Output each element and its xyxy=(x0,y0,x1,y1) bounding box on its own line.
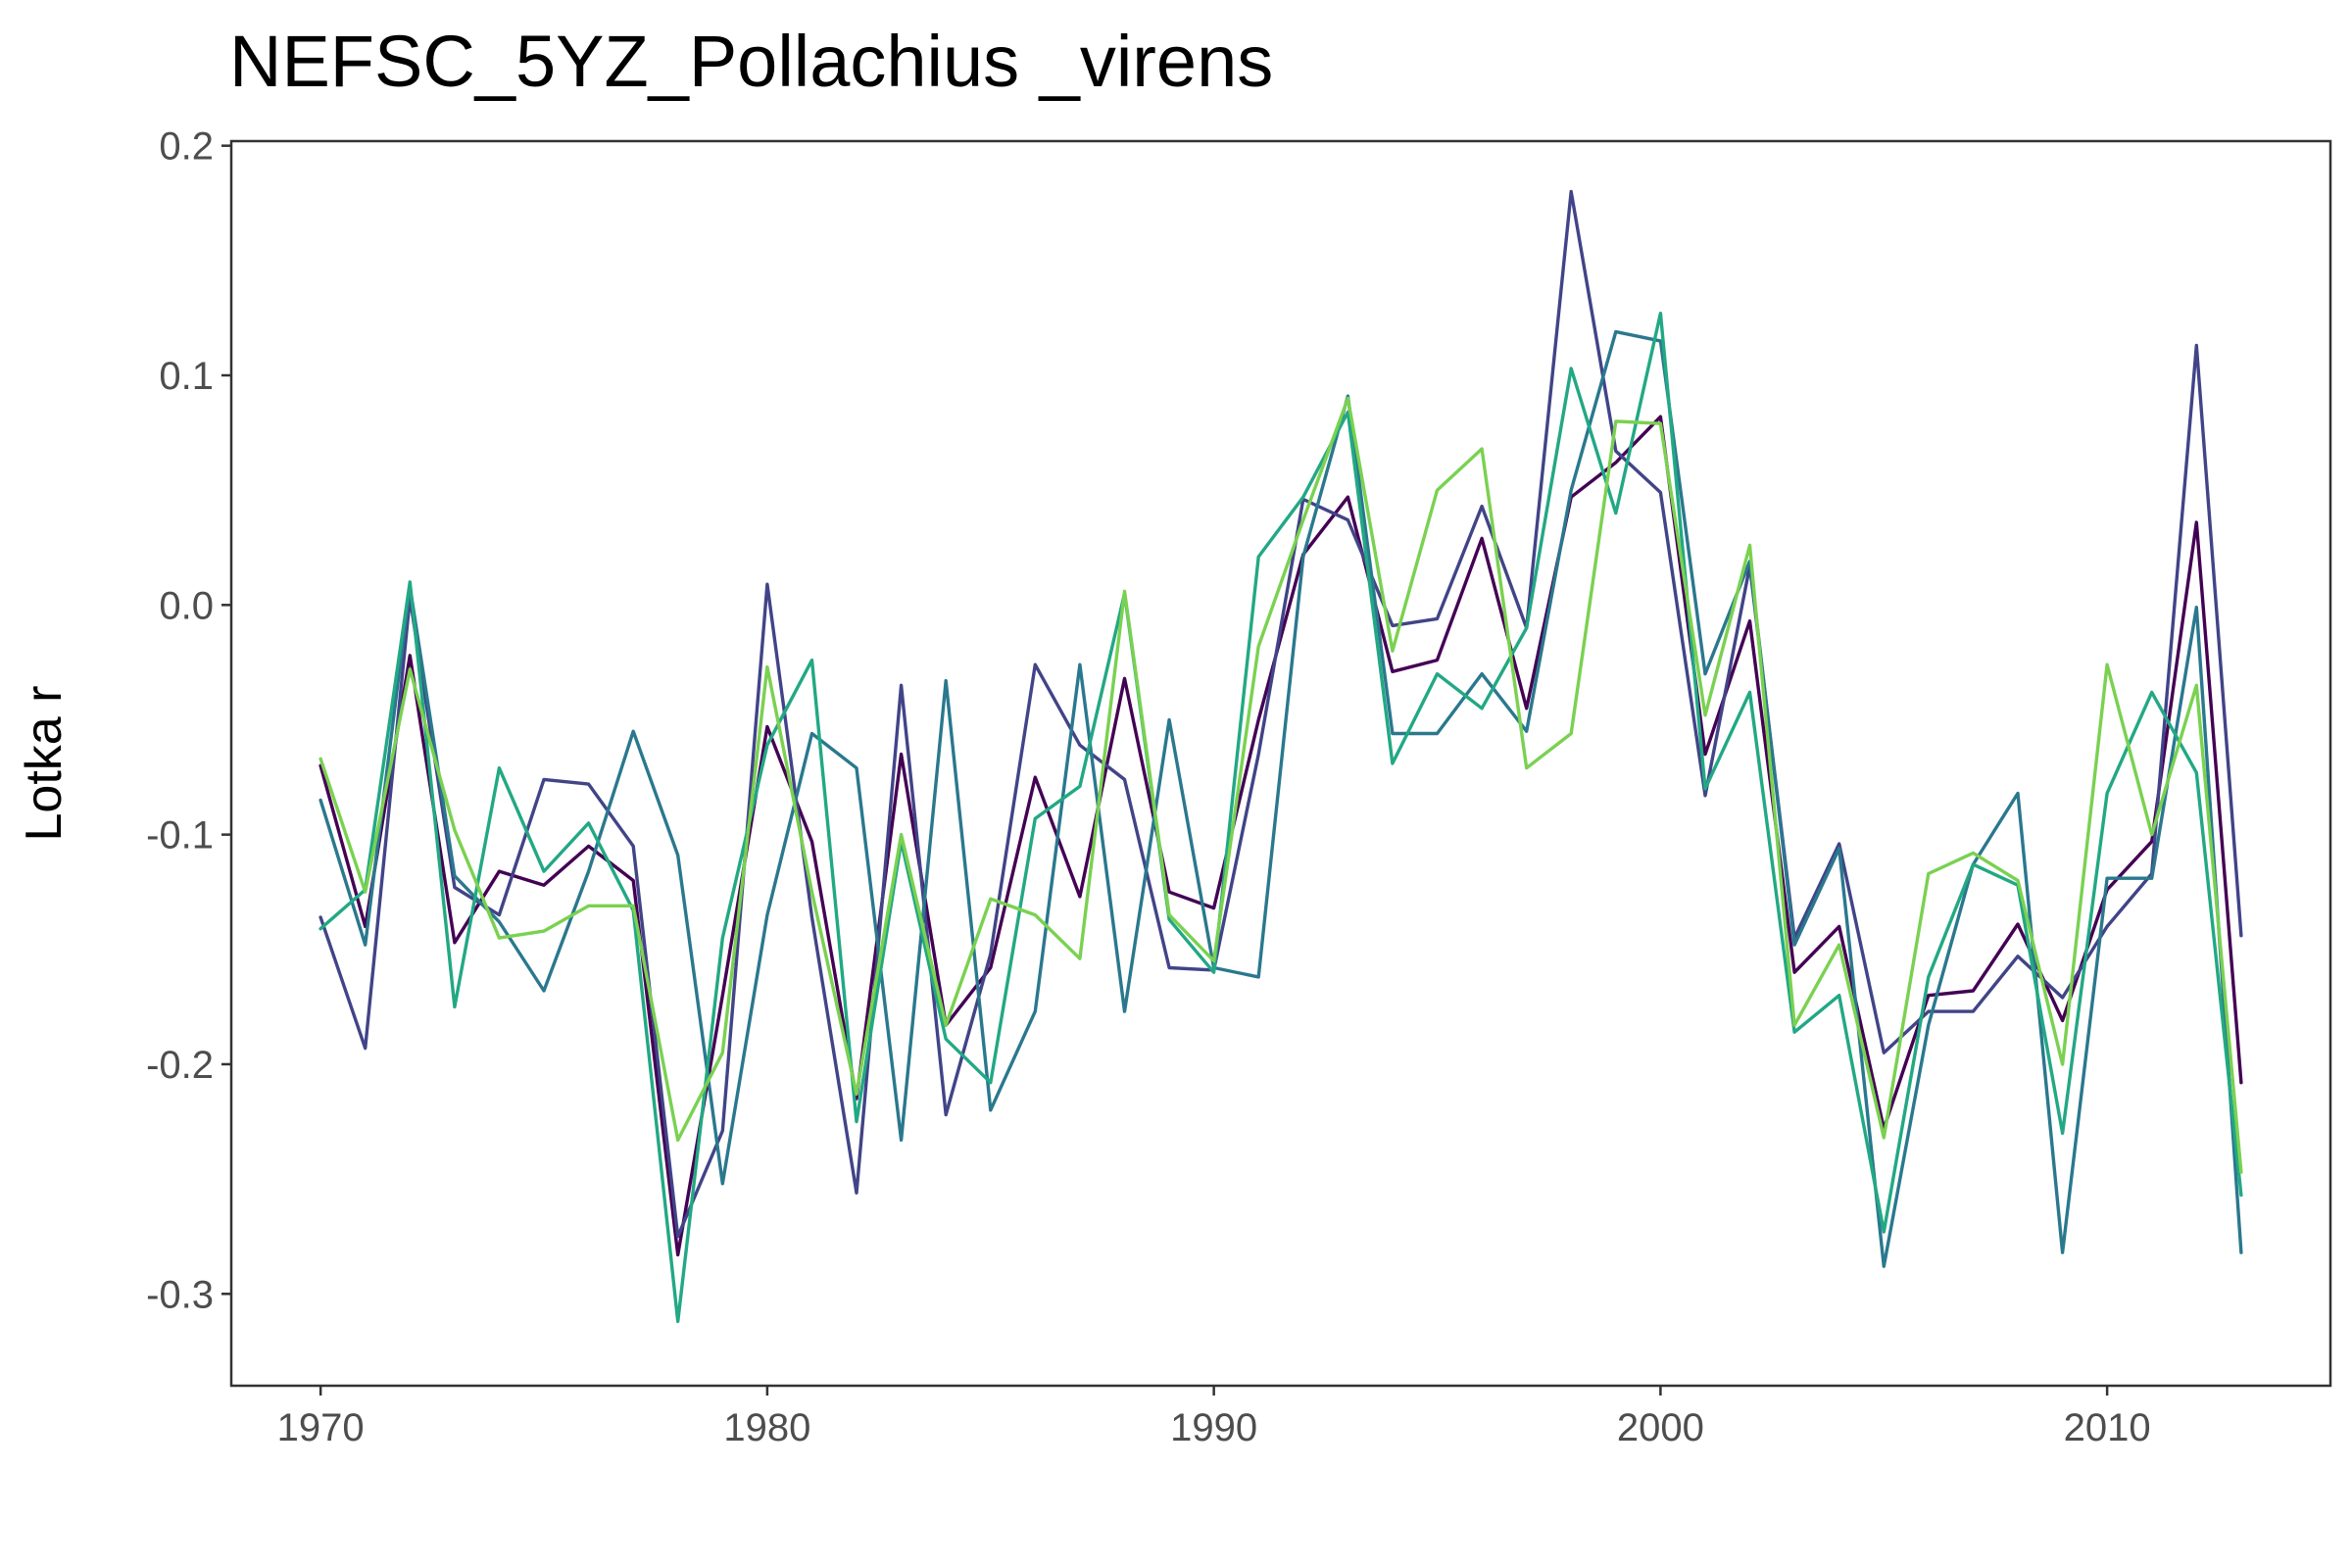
x-tick-label: 2010 xyxy=(2064,1406,2151,1449)
x-tick-label: 1980 xyxy=(723,1406,810,1449)
series-line-4 xyxy=(318,312,2243,1324)
y-tick-label: 0.0 xyxy=(159,584,214,627)
y-tick-label: -0.1 xyxy=(146,814,214,858)
series-line-5 xyxy=(318,396,2243,1174)
chart-title: NEFSC_5YZ_Pollachius _virens xyxy=(229,21,1274,102)
series-line-3 xyxy=(318,329,2243,1268)
y-tick-label: -0.2 xyxy=(146,1044,214,1087)
x-tick-label: 2000 xyxy=(1617,1406,1704,1449)
y-tick-label: -0.3 xyxy=(146,1273,214,1316)
y-axis: 0.2 0.1 0.0 -0.1 -0.2 -0.3 xyxy=(146,125,231,1316)
x-tick-label: 1970 xyxy=(277,1406,365,1449)
y-axis-title: Lotka r xyxy=(16,686,73,842)
series-layer xyxy=(318,189,2243,1324)
y-tick-label: 0.1 xyxy=(159,355,214,398)
x-axis: 1970 1980 1990 2000 2010 xyxy=(277,1386,2151,1449)
y-tick-label: 0.2 xyxy=(159,125,214,169)
x-tick-label: 1990 xyxy=(1170,1406,1257,1449)
